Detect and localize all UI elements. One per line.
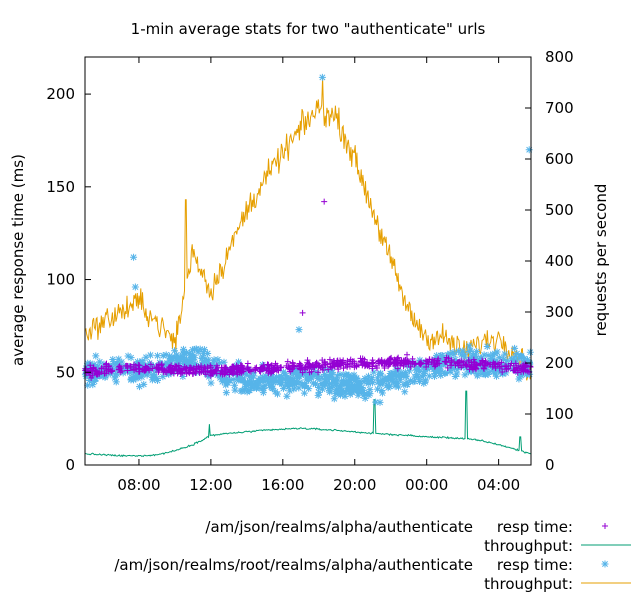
x-tick-label: 00:00 (405, 476, 448, 494)
x-tick-label: 20:00 (333, 476, 376, 494)
outlier-point (525, 146, 533, 154)
legend-resp-label-root-alpha: resp time: (497, 556, 573, 574)
legend-url-root-alpha: /am/json/realms/root/realms/alpha/authen… (114, 556, 473, 574)
axes: 0 50 100 150 200 0 100 200 300 400 500 600 700 800 08:… (46, 48, 573, 494)
y2-tick-label: 100 (545, 405, 574, 423)
y2-tick-label: 300 (545, 303, 574, 321)
x-tick-label: 08:00 (117, 476, 160, 494)
y-tick-label: 0 (65, 456, 75, 474)
outlier-point (131, 283, 139, 291)
series-points-alpha-resp-time (82, 198, 534, 381)
y-tick-label: 100 (46, 271, 75, 289)
legend-resp-label-alpha: resp time: (497, 518, 573, 536)
outlier-point (130, 253, 138, 261)
series-points-alpha-root-resp-time (81, 73, 534, 406)
chart-title: 1-min average stats for two "authenticat… (131, 20, 486, 38)
point-cloud (81, 342, 534, 406)
legend-marker-alpha-resp (602, 523, 608, 529)
y-tick-label: 200 (46, 85, 75, 103)
outlier-point (295, 326, 303, 334)
series-line-alpha-throughput (84, 390, 532, 458)
x-tick-label: 12:00 (189, 476, 232, 494)
x-tick-label: 04:00 (477, 476, 520, 494)
y-tick-label: 50 (56, 363, 75, 381)
series-line-alpha-root-throughput (84, 77, 532, 381)
legend-url-alpha: /am/json/realms/alpha/authenticate (205, 518, 473, 536)
y-axis-label: average response time (ms) (9, 154, 27, 366)
y2-axis-label: requests per second (592, 184, 610, 337)
y2-tick-label: 400 (545, 252, 574, 270)
legend-tp-label-root-alpha: throughput: (484, 575, 573, 593)
outlier-point (321, 198, 328, 205)
outlier-point (299, 309, 306, 316)
legend: /am/json/realms/alpha/authenticate resp … (114, 518, 631, 593)
y2-tick-label: 500 (545, 201, 574, 219)
x-tick-label: 16:00 (261, 476, 304, 494)
y2-tick-label: 600 (545, 150, 574, 168)
legend-tp-label-alpha: throughput: (484, 537, 573, 555)
y2-tick-label: 0 (545, 456, 555, 474)
legend-marker-root-alpha-resp (601, 560, 609, 568)
point-cloud (82, 351, 534, 381)
y2-tick-label: 700 (545, 99, 574, 117)
y2-tick-label: 200 (545, 354, 574, 372)
plot-area (81, 73, 534, 458)
y-tick-label: 150 (46, 178, 75, 196)
outlier-point (318, 73, 326, 81)
y2-tick-label: 800 (545, 48, 574, 66)
